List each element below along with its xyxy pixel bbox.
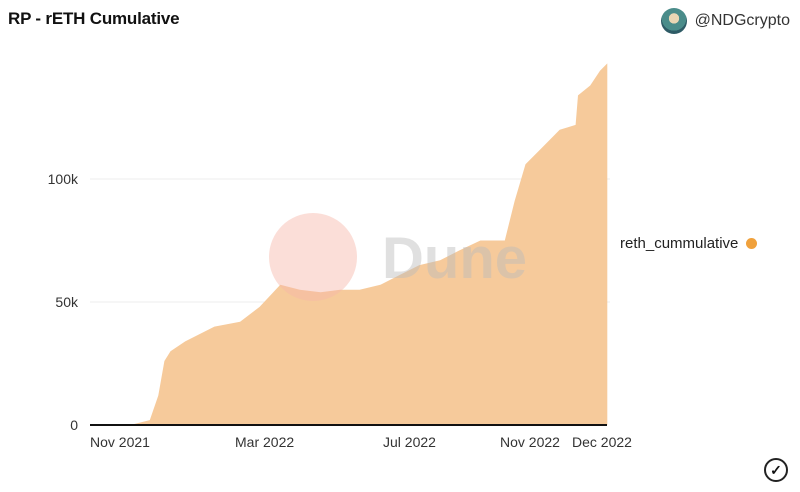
legend[interactable]: reth_cummulative bbox=[620, 235, 758, 252]
area-series-reth_cummulative bbox=[90, 63, 608, 426]
x-tick-label: Nov 2022 bbox=[500, 434, 560, 450]
author[interactable]: @NDGcrypto bbox=[660, 8, 790, 34]
x-tick-label: Nov 2021 bbox=[90, 434, 150, 450]
author-name: @NDGcrypto bbox=[694, 12, 790, 29]
x-tick-label: Jul 2022 bbox=[383, 434, 436, 450]
x-tick-label: Mar 2022 bbox=[235, 434, 294, 450]
y-tick-label: 100k bbox=[48, 171, 79, 187]
chart-title: RP - rETH Cumulative bbox=[8, 9, 180, 28]
y-tick-label: 0 bbox=[70, 417, 78, 433]
check-circle-icon[interactable]: ✓ bbox=[764, 458, 788, 482]
x-tick-label: Dec 2022 bbox=[572, 434, 632, 450]
dune-logo-icon bbox=[269, 213, 357, 301]
legend-label: reth_cummulative bbox=[620, 235, 739, 252]
avatar bbox=[660, 8, 687, 34]
legend-dot bbox=[746, 238, 758, 249]
watermark: Dune bbox=[382, 226, 527, 291]
y-tick-label: 50k bbox=[55, 294, 79, 310]
